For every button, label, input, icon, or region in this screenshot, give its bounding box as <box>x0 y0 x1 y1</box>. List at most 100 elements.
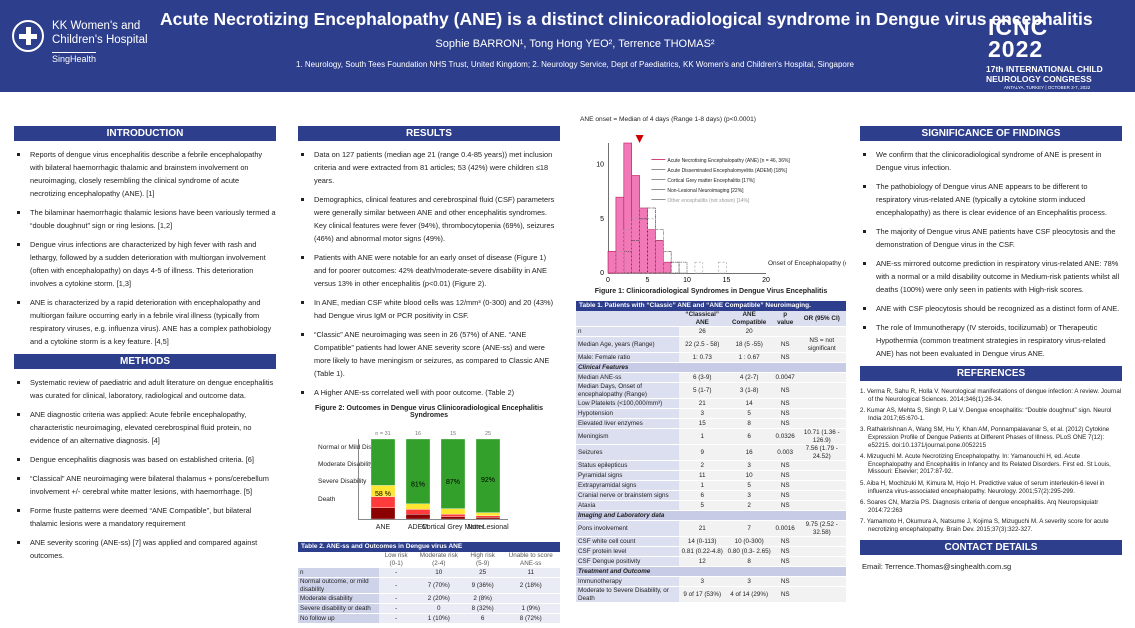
table2-cell: 1 (10%) <box>413 613 464 624</box>
table1-row: Low Platelets (<100,000/mm³) 21 14 NS <box>576 398 846 409</box>
table1-cell: Moderate to Severe Disability, or Death <box>576 586 679 603</box>
x-tick-label: 0 <box>606 277 610 283</box>
legend-swatch <box>651 169 666 170</box>
stack-segment <box>405 514 431 520</box>
table1-cell: 3 (1-8) <box>725 382 773 399</box>
table1-cell: NS <box>772 382 798 399</box>
bullet-item: ANE with CSF pleocytosis should be recog… <box>860 302 1122 315</box>
table1-cell: Pyramidal signs <box>576 470 679 481</box>
x-tick-label: 10 <box>683 277 691 283</box>
table1-row: CSF white cell count 14 (0-113) 10 (0-300)… <box>576 536 846 547</box>
introduction-list: Reports of dengue virus encephalitis des… <box>14 148 276 348</box>
table1-row: Pyramidal signs 11 10 NS <box>576 470 846 481</box>
bullet-item: ANE diagnostic criteria was applied: Acu… <box>14 408 276 447</box>
table1-cell: Pons involvement <box>576 520 679 537</box>
references-heading: REFERENCES <box>860 366 1122 381</box>
table1-cell: 21 <box>678 520 726 537</box>
table1-cell: 11 <box>678 470 726 481</box>
table1-cell: NS <box>772 500 798 511</box>
x-axis-label: Onset of Encephalopathy (days) <box>768 260 846 267</box>
table2-cell: High risk (5-9) <box>463 552 502 568</box>
stack-segment <box>405 503 431 510</box>
table1-cell: Ataxia <box>576 500 679 511</box>
table1-cell <box>797 546 846 557</box>
histogram-bar <box>639 207 648 274</box>
x-tick-label: 5 <box>646 277 650 283</box>
bar-n-label: 15 <box>450 431 456 437</box>
figure1-chart: 10 5 00 5 10 15 20 Acute Necrotising Encephalop… <box>596 135 861 284</box>
table1-cell: 0.0016 <box>772 520 798 537</box>
table1-cell <box>797 576 846 587</box>
table1-cell: 10.71 (1.36 - 126.9) <box>797 428 846 445</box>
table1-cell: NS <box>772 536 798 547</box>
table1-row: Imaging and Laboratory data <box>576 510 846 521</box>
table1-row: Clinical Features <box>576 362 846 373</box>
reference-item: 1. Verma R, Sahu R, Holla V. Neurologica… <box>860 388 1122 403</box>
table2-row: Normal outcome, or mild disability -7 (70… <box>298 577 560 594</box>
table1-cell <box>797 556 846 567</box>
table1-cell: NS <box>772 470 798 481</box>
histogram-bar <box>678 261 688 274</box>
column-results: RESULTS Data on 127 patients (median age… <box>298 126 560 624</box>
histogram-bar <box>615 196 625 274</box>
table1-cell: 18 (5 -55) <box>725 336 773 353</box>
x-axis <box>358 519 508 520</box>
x-tick-label: ANE <box>376 524 391 531</box>
table2-cell: Moderate disability <box>298 593 379 604</box>
poster-title: Acute Necrotizing Encephalopathy (ANE) i… <box>160 9 1093 29</box>
table1-cell: 9 of 17 (53%) <box>678 586 726 603</box>
legend-label: Moderate Disability <box>318 461 374 468</box>
histogram-bar <box>663 251 672 274</box>
bullet-item: The pathobiology of Dengue virus ANE app… <box>860 180 1122 219</box>
table1-header-cell: p value <box>772 311 798 327</box>
table1-cell: 5 <box>725 408 773 419</box>
table1-section-label: Clinical Features <box>576 362 846 373</box>
table2-row: Severe disability or death -0 8 (32%) 1 (9%… <box>298 603 560 614</box>
table1-cell: 1 : 0.67 <box>725 352 773 363</box>
table1-cell <box>797 470 846 481</box>
column-tables: ANE onset = Median of 4 days (Range 1-8 … <box>576 116 861 603</box>
table2-cell: 2 (18%) <box>501 577 560 594</box>
table1-header-row: “Classical” ANE ANE Compatible p value OR (… <box>576 311 846 327</box>
hospital-logo: KK Women's and Children's Hospital SingH… <box>8 14 158 68</box>
results-list: Data on 127 patients (median age 21 (ran… <box>298 148 560 399</box>
table1-cell: 7.56 (1.79 - 24.52) <box>797 444 846 461</box>
column-right: SIGNIFICANCE OF FINDINGS We confirm that… <box>860 126 1122 571</box>
table2-cell: n <box>298 567 379 578</box>
table1-cell: 7 <box>725 520 773 537</box>
legend-label: Death <box>318 496 336 503</box>
table1-header-cell <box>576 311 679 327</box>
table1-row: Elevated liver enzymes 15 8 NS <box>576 418 846 429</box>
histogram-bar <box>607 251 617 274</box>
table1-cell: Male: Female ratio <box>576 352 679 363</box>
table2-cell: Low risk (0-1) <box>378 552 414 568</box>
histogram-bar <box>718 261 727 274</box>
table1-cell: n <box>576 326 679 337</box>
bullet-item: Patients with ANE were notable for an ea… <box>298 251 560 290</box>
table1-cell: 3 <box>678 408 726 419</box>
logo-line-1: KK Women's and <box>52 20 141 32</box>
histogram-bar <box>663 261 672 274</box>
histogram-bar <box>647 229 656 274</box>
legend-swatch <box>651 189 666 190</box>
table1-cell <box>797 372 846 383</box>
histogram-bar <box>623 142 632 274</box>
conference-venue: ANTALYA, TURKEY | OCTOBER 3-7, 2022 <box>1004 85 1091 90</box>
table2-cell: - <box>378 577 414 594</box>
table1-section-label: Treatment and Outcome <box>576 566 846 577</box>
bullet-item: A Higher ANE-ss correlated well with poo… <box>298 386 560 399</box>
table2-cell: Moderate risk (2-4) <box>413 552 464 568</box>
legend-swatch <box>651 199 666 200</box>
legend-label: Normal or Mild Disability <box>318 444 389 451</box>
table1-cell: 9.75 (2.52 - 32.58) <box>797 520 846 537</box>
stack-segment <box>475 517 501 520</box>
column-left: INTRODUCTION Reports of dengue virus enc… <box>14 126 276 568</box>
bullet-item: ANE-ss mirrored outcome prediction in re… <box>860 257 1122 296</box>
bullet-item: ANE is characterized by a rapid deterior… <box>14 296 276 348</box>
table1-cell <box>797 500 846 511</box>
logo-line-2: Children's Hospital <box>52 34 148 46</box>
table1-cell: 0.0326 <box>772 428 798 445</box>
histogram-bar <box>615 251 625 274</box>
table1-row: CSF Dengue positivity 12 8 NS <box>576 556 846 567</box>
table1-cell: 12 <box>678 556 726 567</box>
